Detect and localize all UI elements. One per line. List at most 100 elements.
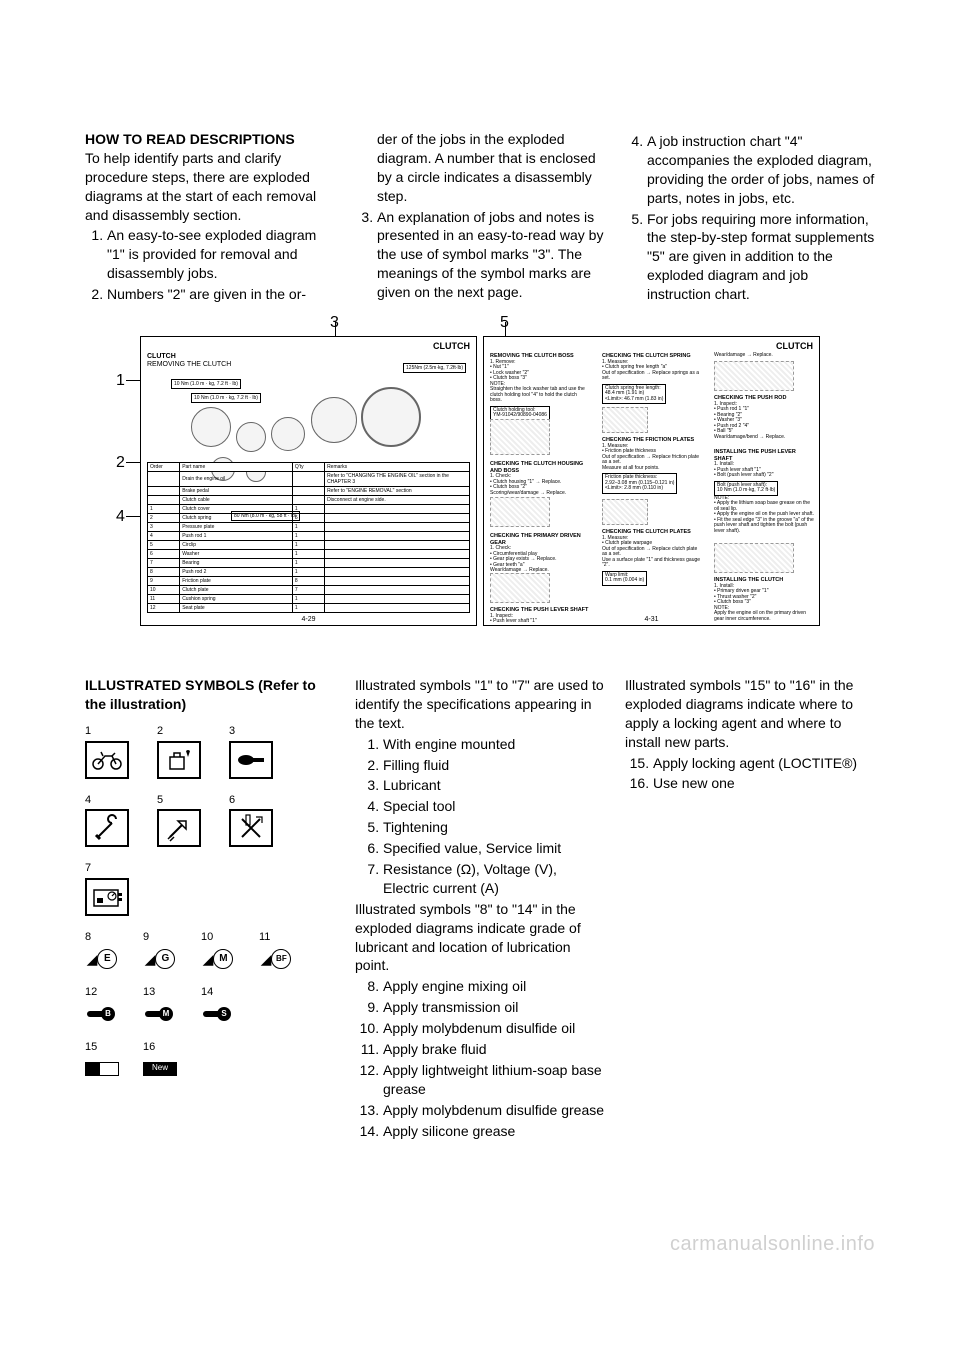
spec1: Clutch spring free length: 48.4 mm (1.91… xyxy=(602,384,666,405)
th-rem: Remarks xyxy=(325,463,470,472)
oil-e-icon: ◢E xyxy=(85,947,119,971)
sym-li-8: Apply engine mixing oil xyxy=(383,977,605,996)
th-part: Part name xyxy=(180,463,293,472)
top-columns: HOW TO READ DESCRIPTIONS To help identif… xyxy=(85,130,875,306)
sym-li-5: Tightening xyxy=(383,818,605,837)
oil-bf-icon: ◢BF xyxy=(259,947,293,971)
spec2: Friction plate thickness: 2.92–3.08 mm (… xyxy=(602,473,677,494)
oil-g-icon: ◢G xyxy=(143,947,177,971)
b11: 1. Install: • Primary driven gear "1" • … xyxy=(714,583,769,606)
sym-li-4: Special tool xyxy=(383,797,605,816)
panel-left-title: CLUTCH xyxy=(433,341,470,351)
sym-n2: 2 xyxy=(157,724,211,739)
b9: 1. Inspect: • Push rod 1 "1" • Bearing "… xyxy=(714,401,785,440)
b3h: CHECKING THE PRIMARY DRIVEN GEAR xyxy=(490,533,581,546)
grease-m-icon: M xyxy=(143,1002,177,1026)
resistance-icon xyxy=(85,878,129,916)
page-num-right: 4-31 xyxy=(644,616,658,623)
sketch-1 xyxy=(490,419,550,455)
b10h: INSTALLING THE PUSH LEVER SHAFT xyxy=(714,449,796,462)
sym-li-12: Apply lightweight lithium-soap base grea… xyxy=(383,1061,605,1099)
b3: 1. Check: • Circumferential play • Gear … xyxy=(490,545,557,573)
th-order: Order xyxy=(148,463,180,472)
spec4: Bolt (push lever shaft): 10 Nm (1.0 m·kg… xyxy=(714,481,778,496)
sym-li-2: Filling fluid xyxy=(383,756,605,775)
sym-li-14: Apply silicone grease xyxy=(383,1122,605,1141)
sym-n14: 14 xyxy=(201,985,241,1000)
tightening-icon xyxy=(157,809,201,847)
panel-left: CLUTCH CLUTCH REMOVING THE CLUTCH 125Nm … xyxy=(140,336,477,626)
top-li-1: An easy-to-see exploded diagram "1" is p… xyxy=(107,226,335,283)
b7: 1. Inspect: • Push lever shaft "1" xyxy=(490,613,537,625)
sym-n12: 12 xyxy=(85,985,125,1000)
sym-n1: 1 xyxy=(85,724,139,739)
specified-value-icon xyxy=(229,809,273,847)
b8: Wear/damage → Replace. xyxy=(714,352,773,358)
sketch-4 xyxy=(602,407,648,433)
panel-right: CLUTCH REMOVING THE CLUTCH BOSS 1. Remov… xyxy=(483,336,820,626)
b2: 1. Check: • Clutch housing "1" → Replace… xyxy=(490,473,566,496)
top-li-2-cont: der of the jobs in the exploded diagram.… xyxy=(355,130,605,206)
page-num-left: 4-29 xyxy=(301,616,315,623)
oil-m-icon: ◢M xyxy=(201,947,235,971)
lower-col-2: Illustrated symbols "1" to "7" are used … xyxy=(355,676,605,1142)
sketch-7 xyxy=(714,543,794,573)
lower-columns: ILLUSTRATED SYMBOLS (Refer to the illust… xyxy=(85,676,875,1142)
sym-li-11: Apply brake fluid xyxy=(383,1040,605,1059)
b1: 1. Remove: • Nut "1" • Lock washer "2" •… xyxy=(490,359,529,382)
callout-1: 1 xyxy=(116,372,125,390)
how-to-read-heading: HOW TO READ DESCRIPTIONS xyxy=(85,130,335,149)
symbol-row-12-14: 12B 13M 14S xyxy=(85,985,335,1026)
sym-n16: 16 xyxy=(143,1040,183,1055)
b4: 1. Measure: • Clutch spring free length … xyxy=(602,359,699,382)
spec3: Warp limit: 0.1 mm (0.004 in) xyxy=(602,571,647,586)
sym-n8: 8 xyxy=(85,930,125,945)
b10: 1. Install: • Push lever shaft "1" • Bol… xyxy=(714,461,774,478)
special-tool-icon xyxy=(85,809,129,847)
job-table: Order Part name Q'ty Remarks Drain the e… xyxy=(147,462,470,613)
grease-s-icon: S xyxy=(201,1002,235,1026)
diagram-wrap: 3 5 1 2 4 CLUTCH CLUTCH REMOVING THE CLU… xyxy=(140,336,820,626)
sketch-2 xyxy=(490,497,550,527)
lower-col-1: ILLUSTRATED SYMBOLS (Refer to the illust… xyxy=(85,676,335,1142)
top-col-3: A job instruction chart "4" accompanies … xyxy=(625,130,875,306)
sym-n11: 11 xyxy=(259,930,299,945)
lower-col-3: Illustrated symbols "15" to "16" in the … xyxy=(625,676,875,1142)
sym-n13: 13 xyxy=(143,985,183,1000)
sym-intro-1-7: Illustrated symbols "1" to "7" are used … xyxy=(355,676,605,733)
filling-fluid-icon xyxy=(157,741,201,779)
torque-2: 10 Nm (1.0 m · kg, 7.2 ft · lb) xyxy=(171,379,241,389)
symbol-grid-1-7: 1 2 3 4 5 6 7 xyxy=(85,724,335,917)
sym-li-7: Resistance (Ω), Voltage (V), Electric cu… xyxy=(383,860,605,898)
sym-n3: 3 xyxy=(229,724,283,739)
sketch-5 xyxy=(602,499,648,525)
how-to-read-intro: To help identify parts and clarify proce… xyxy=(85,149,335,225)
th-qty: Q'ty xyxy=(292,463,324,472)
b1n: NOTE: Straighten the lock washer tab and… xyxy=(490,381,585,404)
b6: 1. Measure: • Clutch plate warpage Out o… xyxy=(602,535,700,569)
lubricant-icon xyxy=(229,741,273,779)
sym-n7: 7 xyxy=(85,861,139,876)
sym-n5: 5 xyxy=(157,793,211,808)
sym-n9: 9 xyxy=(143,930,183,945)
panel-right-title: CLUTCH xyxy=(776,341,813,351)
top-li-5: For jobs requiring more information, the… xyxy=(647,210,875,304)
top-col-1: HOW TO READ DESCRIPTIONS To help identif… xyxy=(85,130,335,306)
sym-n4: 4 xyxy=(85,793,139,808)
top-li-4: A job instruction chart "4" accompanies … xyxy=(647,132,875,208)
callout-4: 4 xyxy=(116,508,125,526)
top-li-2: Numbers "2" are given in the or- xyxy=(107,285,335,304)
b5: 1. Measure: • Friction plate thickness O… xyxy=(602,443,699,471)
footer-watermark: carmanualsonline.info xyxy=(85,1233,875,1256)
panel-left-sub1: CLUTCH xyxy=(147,353,176,360)
b10n: NOTE: • Apply the lithium soap base grea… xyxy=(714,495,814,534)
torque-3: 10 Nm (1.0 m · kg, 7.2 ft · lb) xyxy=(191,393,261,403)
sym-li-13: Apply molybdenum disulfide grease xyxy=(383,1101,605,1120)
sym-li-6: Specified value, Service limit xyxy=(383,839,605,858)
sym-intro-15-16: Illustrated symbols "15" to "16" in the … xyxy=(625,676,875,752)
loctite-icon xyxy=(85,1057,119,1081)
sym-li-16: Use new one xyxy=(653,774,875,793)
symbol-row-15-16: 15 16New xyxy=(85,1040,335,1081)
torque-1: 125Nm (2.5m·kg, 7.2ft·lb) xyxy=(403,363,466,373)
top-li-3: An explanation of jobs and notes is pres… xyxy=(377,208,605,302)
